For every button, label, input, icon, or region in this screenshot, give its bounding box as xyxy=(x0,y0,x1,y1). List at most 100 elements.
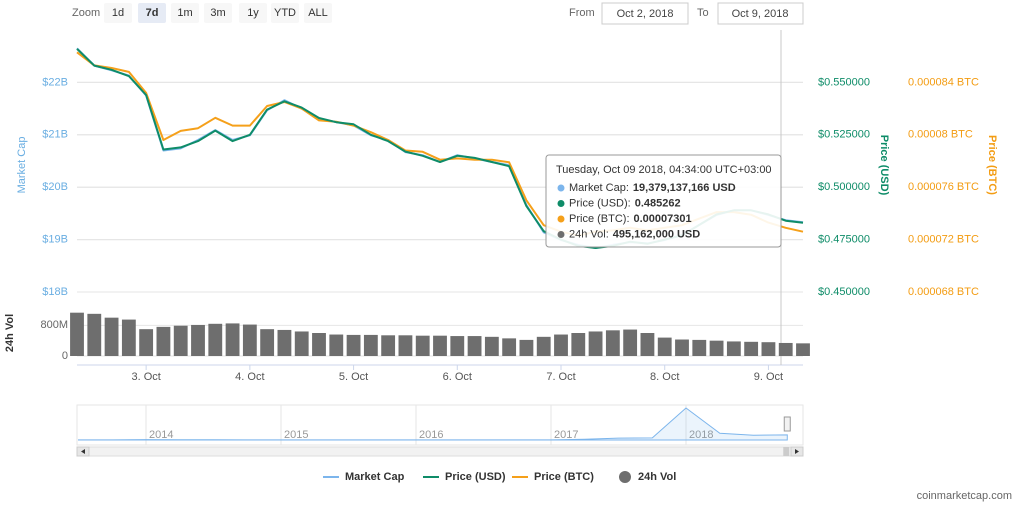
volume-bar xyxy=(104,317,119,356)
x-tick-label: 6. Oct xyxy=(443,371,472,383)
volume-bar xyxy=(692,339,707,356)
volume-bar xyxy=(363,334,378,356)
zoom-button[interactable] xyxy=(304,3,332,23)
x-tick-label: 7. Oct xyxy=(546,371,575,383)
volume-bar xyxy=(450,336,465,356)
tooltip-row-value: 495,162,000 USD xyxy=(613,228,701,240)
navigator-handle[interactable] xyxy=(783,416,791,432)
legend-label[interactable]: Price (BTC) xyxy=(534,471,594,483)
zoom-button[interactable] xyxy=(171,3,199,23)
volume-bar xyxy=(277,329,292,356)
legend-label[interactable]: 24h Vol xyxy=(638,471,676,483)
y-axis-title: Market Cap xyxy=(16,137,28,194)
volume-bar xyxy=(588,331,603,356)
y-tick-label: $18B xyxy=(42,286,68,298)
tooltip-bullet xyxy=(557,184,565,192)
x-tick-label: 4. Oct xyxy=(235,371,264,383)
volume-bar xyxy=(173,325,188,356)
zoom-button[interactable] xyxy=(204,3,232,23)
credit: coinmarketcap.com xyxy=(917,490,1012,502)
zoom-button-label[interactable]: ALL xyxy=(308,7,328,19)
legend-label[interactable]: Price (USD) xyxy=(445,471,506,483)
y-tick-label: $0.550000 xyxy=(818,76,870,88)
y-tick-label: 0.000072 BTC xyxy=(908,234,979,246)
volume-bar xyxy=(294,331,309,356)
to-input[interactable] xyxy=(717,2,804,25)
y-tick-label: $19B xyxy=(42,234,68,246)
tooltip-row-label: Price (BTC): xyxy=(569,213,630,225)
zoom-button-label[interactable]: YTD xyxy=(274,7,296,19)
volume-bar xyxy=(381,335,396,356)
volume-bar xyxy=(415,335,430,356)
y-tick-label: 0.00008 BTC xyxy=(908,129,973,141)
volume-bar xyxy=(346,334,361,356)
tooltip: Tuesday, Oct 09 2018, 04:34:00 UTC+03:00… xyxy=(545,154,782,248)
y-tick-label: 0.000076 BTC xyxy=(908,181,979,193)
legend-symbol[interactable] xyxy=(619,471,631,483)
volume-bar xyxy=(744,341,759,356)
navigator-label: 2018 xyxy=(689,429,713,441)
from-label: From xyxy=(569,7,595,19)
zoom-button-label[interactable]: 3m xyxy=(210,7,225,19)
zoom-button-label[interactable]: 1y xyxy=(247,7,259,19)
volume-bar xyxy=(554,334,568,356)
zoom-button[interactable] xyxy=(271,3,299,23)
from-date[interactable]: Oct 2, 2018 xyxy=(617,8,674,20)
volume-bar xyxy=(761,342,776,356)
zoom-button-label[interactable]: 7d xyxy=(146,7,159,19)
scroll-left-arrow xyxy=(81,449,85,454)
volume-bar xyxy=(796,343,810,356)
scrollbar-thumb[interactable] xyxy=(783,447,790,456)
volume-bar xyxy=(398,335,413,356)
y-tick-label: 0 xyxy=(62,350,68,362)
tooltip-row-value: 0.485262 xyxy=(635,197,681,209)
tooltip-row: Price (USD): 0.485262 xyxy=(569,197,681,209)
legend-label[interactable]: Market Cap xyxy=(345,471,405,483)
zoom-button[interactable] xyxy=(138,3,166,23)
x-tick-label: 8. Oct xyxy=(650,371,679,383)
y-tick-label: $20B xyxy=(42,181,68,193)
tooltip-row: Market Cap: 19,379,137,166 USD xyxy=(569,182,736,194)
y-tick-label: $0.475000 xyxy=(818,234,870,246)
volume-bar xyxy=(640,333,655,356)
tooltip-title: Tuesday, Oct 09 2018, 04:34:00 UTC+03:00 xyxy=(556,164,772,176)
tooltip-bullet xyxy=(557,231,565,238)
scroll-right-arrow xyxy=(795,449,799,454)
volume-bar xyxy=(260,329,275,356)
from-input[interactable] xyxy=(601,2,689,25)
tooltip-row: 24h Vol: 495,162,000 USD xyxy=(569,228,700,240)
volume-bar xyxy=(156,326,171,356)
y-tick-label: $0.450000 xyxy=(818,286,870,298)
y3-axis-title: Price (BTC) xyxy=(986,135,998,195)
volume-bar xyxy=(70,312,84,356)
volume-bar xyxy=(329,334,344,356)
x-tick-label: 3. Oct xyxy=(131,371,160,383)
volume-bar xyxy=(87,313,102,356)
volume-bar xyxy=(519,339,534,356)
y-tick-label: $22B xyxy=(42,76,68,88)
tooltip-row-label: Market Cap: xyxy=(569,182,629,194)
zoom-button[interactable] xyxy=(104,3,132,23)
zoom-button-label[interactable]: 1d xyxy=(112,7,124,19)
x-tick-label: 9. Oct xyxy=(754,371,783,383)
y-tick-label: 800M xyxy=(40,319,68,331)
tooltip-bullet xyxy=(557,200,565,207)
zoom-button[interactable] xyxy=(239,3,267,23)
zoom-button-label[interactable]: 1m xyxy=(177,7,192,19)
y-tick-label: $21B xyxy=(42,129,68,141)
scrollbar-track[interactable] xyxy=(76,446,804,457)
navigator-label: 2015 xyxy=(284,429,308,441)
volume-bar xyxy=(675,339,689,356)
volume-bar xyxy=(484,336,499,356)
x-tick-label: 5. Oct xyxy=(339,371,368,383)
navigator-label: 2017 xyxy=(554,429,578,441)
tooltip-bullet xyxy=(557,215,565,223)
volume-bar xyxy=(605,330,620,356)
tooltip-row-label: Price (USD): xyxy=(569,197,631,209)
navigator-frame xyxy=(76,404,804,446)
tooltip-row: Price (BTC): 0.00007301 xyxy=(569,213,692,225)
y-tick-label: $0.525000 xyxy=(818,129,870,141)
to-date[interactable]: Oct 9, 2018 xyxy=(732,8,789,20)
volume-bar xyxy=(121,319,136,356)
zoom-label: Zoom xyxy=(72,7,100,19)
